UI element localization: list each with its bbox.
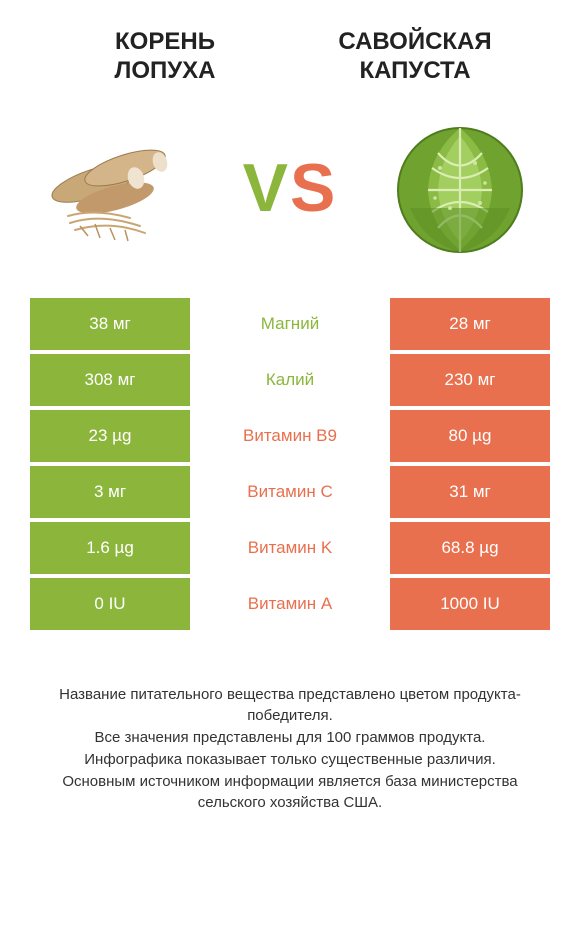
right-value: 1000 IU	[390, 578, 550, 630]
left-value: 23 µg	[30, 410, 190, 462]
left-value: 308 мг	[30, 354, 190, 406]
table-row: 38 мгМагний28 мг	[30, 298, 550, 350]
footer-line: Все значения представлены для 100 граммо…	[30, 727, 550, 749]
footer-line: Основным источником информации является …	[30, 771, 550, 815]
nutrient-label: Витамин K	[190, 522, 390, 574]
right-value: 230 мг	[390, 354, 550, 406]
left-value: 0 IU	[30, 578, 190, 630]
nutrient-label: Калий	[190, 354, 390, 406]
footer-line: Название питательного вещества представл…	[30, 684, 550, 728]
table-row: 0 IUВитамин A1000 IU	[30, 578, 550, 630]
vs-s: S	[290, 150, 337, 226]
nutrient-label: Витамин B9	[190, 410, 390, 462]
right-value: 80 µg	[390, 410, 550, 462]
left-value: 38 мг	[30, 298, 190, 350]
vs-label: VS	[243, 154, 338, 222]
images-row: VS	[0, 98, 580, 298]
comparison-table: 38 мгМагний28 мг308 мгКалий230 мг23 µgВи…	[0, 298, 580, 630]
left-value: 1.6 µg	[30, 522, 190, 574]
left-value: 3 мг	[30, 466, 190, 518]
nutrient-label: Витамин A	[190, 578, 390, 630]
right-value: 31 мг	[390, 466, 550, 518]
footer-line: Инфографика показывает только существенн…	[30, 749, 550, 771]
right-food-title: САВОЙСКАЯ КАПУСТА	[290, 28, 540, 86]
left-food-title: КОРЕНЬ ЛОПУХА	[40, 28, 290, 86]
right-value: 68.8 µg	[390, 522, 550, 574]
footer-notes: Название питательного вещества представл…	[0, 634, 580, 815]
nutrient-label: Магний	[190, 298, 390, 350]
right-food-image	[380, 108, 540, 268]
header: КОРЕНЬ ЛОПУХА САВОЙСКАЯ КАПУСТА	[0, 0, 580, 98]
vs-v: V	[243, 150, 290, 226]
right-value: 28 мг	[390, 298, 550, 350]
left-food-image	[40, 108, 200, 268]
table-row: 3 мгВитамин C31 мг	[30, 466, 550, 518]
table-row: 308 мгКалий230 мг	[30, 354, 550, 406]
table-row: 1.6 µgВитамин K68.8 µg	[30, 522, 550, 574]
table-row: 23 µgВитамин B980 µg	[30, 410, 550, 462]
nutrient-label: Витамин C	[190, 466, 390, 518]
